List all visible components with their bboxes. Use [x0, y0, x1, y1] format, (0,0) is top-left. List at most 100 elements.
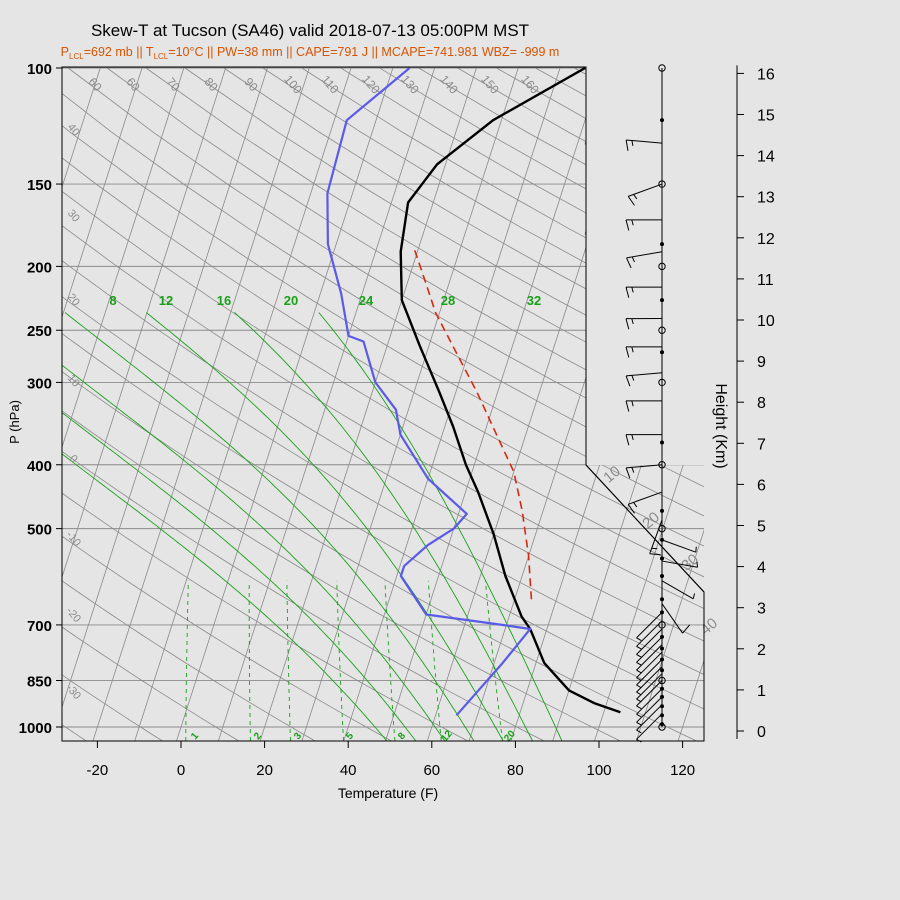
subtitle-plcl-value: 692 mb: [91, 45, 133, 59]
isotherm-line: [62, 67, 101, 189]
wind-barb: [625, 286, 663, 298]
isotherm-line: [62, 67, 143, 319]
height-tick-label: 4: [757, 560, 766, 577]
moist-adiabat-label: 20: [284, 293, 298, 308]
y-axis-title: P (hPa): [7, 400, 22, 444]
dry-adiabat-line: [62, 125, 704, 517]
dry-adiabat-line: [62, 626, 240, 741]
height-tick-label: 10: [757, 313, 775, 330]
isotherm-line: [343, 67, 561, 741]
axes: -20 0 20 40 60 80 100 1201001502002503004005007…: [19, 61, 716, 779]
wind-barb: [636, 612, 663, 642]
x-tick-label: 40: [340, 762, 357, 779]
wind-level-circle: [658, 64, 666, 72]
plot-edge: [585, 464, 705, 593]
wind-barb: [636, 704, 663, 734]
isotherm-line: [635, 529, 704, 741]
wind-level-circle: [658, 326, 666, 334]
y-tick-label: 850: [27, 673, 52, 690]
mixing-ratio-label: 1: [189, 730, 201, 742]
y-tick-label: 300: [27, 375, 52, 392]
y-tick-label: 100: [27, 61, 52, 78]
x-tick-label: 80: [507, 762, 524, 779]
isotherm-line: [217, 67, 436, 741]
x-tick-label: -20: [87, 762, 109, 779]
dry-adiabat-line: [62, 225, 704, 609]
isotherm-line: [62, 67, 227, 579]
wind-barb: [636, 696, 663, 726]
chart-title: Skew-T at Tucson (SA46) valid 2018-07-13…: [91, 21, 529, 40]
parcel-line: [413, 248, 533, 600]
isotherm-line: [845, 68, 900, 741]
moist-adiabat-label: 32: [527, 293, 541, 308]
dry-adiabat-line: [62, 333, 704, 710]
wind-barb: [625, 219, 663, 231]
x-tick-label: 60: [423, 762, 440, 779]
wind-barb: [625, 464, 663, 479]
moist-adiabat-line: [64, 312, 475, 741]
subtitle-plcl-sub: LCL: [69, 52, 84, 61]
x-tick-label: 20: [256, 762, 273, 779]
height-tick-label: 3: [757, 601, 766, 618]
wind-level-dot: [660, 440, 664, 445]
wind-barb: [625, 434, 663, 446]
dewpoint-line: [326, 67, 532, 717]
subtitle-wbz-value: -999 m: [520, 45, 559, 59]
moist-adiabat-line: [62, 412, 417, 741]
wind-barb: [636, 713, 663, 743]
dry-adiabat-line: [62, 674, 163, 741]
wind-level-circle: [658, 676, 666, 685]
dry-adiabat-line: [67, 67, 704, 459]
isotherm-line: [62, 67, 268, 709]
wind-barb: [661, 560, 698, 568]
moist-adiabat-line: [234, 312, 534, 741]
y-tick-label: 150: [27, 177, 52, 194]
moist-adiabat-label: 28: [441, 293, 455, 308]
subtitle-cape-value: 791 J: [337, 45, 368, 59]
wind-barb: [649, 519, 663, 556]
height-tick-label: 2: [757, 642, 766, 659]
y-tick-label: 200: [27, 259, 52, 276]
wind-level-circle: [658, 262, 666, 271]
mixing-ratio-label: 8: [396, 730, 408, 742]
dry-adiabat-line: [62, 580, 316, 741]
wind-barb: [625, 318, 663, 330]
isotherm-line: [176, 67, 394, 741]
wind-barb: [627, 183, 663, 206]
subtitle-pw-value: 38 mm: [244, 45, 282, 59]
x-tick-label: 120: [670, 762, 695, 779]
isotherm-line: [62, 67, 185, 449]
dry-adiabat-line: [145, 67, 704, 404]
y-tick-label: 1000: [19, 720, 52, 737]
wind-level-dot: [660, 350, 664, 355]
temperature-line: [399, 67, 621, 714]
isotherm-line: [804, 68, 900, 741]
isotherm-line: [134, 67, 352, 741]
height-tick-label: 9: [757, 354, 766, 371]
y-tick-label: 250: [27, 323, 52, 340]
height-tick-label: 8: [757, 395, 766, 412]
isotherm-line: [259, 67, 477, 741]
dry-adiabat-line: [62, 157, 704, 547]
height-tick-label: 1: [757, 683, 766, 700]
height-tick-label: 14: [757, 149, 775, 166]
x-tick-label: 0: [177, 762, 185, 779]
wind-barb: [625, 400, 663, 412]
wind-level-dot: [660, 508, 664, 513]
dry-adiabat-line: [62, 190, 704, 578]
wind-level-dot: [660, 722, 664, 727]
dry-adiabat-line: [62, 371, 697, 741]
height-axis-title: Height (Km): [712, 383, 729, 468]
height-tick-label: 6: [757, 477, 766, 494]
wind-barb: [636, 688, 663, 718]
isotherm-line: [385, 67, 603, 741]
mixing-ratio-label: 2: [252, 730, 264, 742]
height-tick-label: 7: [757, 436, 766, 453]
height-tick-label: 16: [757, 66, 775, 83]
dry-adiabat-line: [106, 67, 704, 431]
subtitle-mcape-value: 741.981: [433, 45, 478, 59]
dry-adiabat-line: [62, 296, 704, 675]
wind-level-circle: [658, 378, 666, 387]
